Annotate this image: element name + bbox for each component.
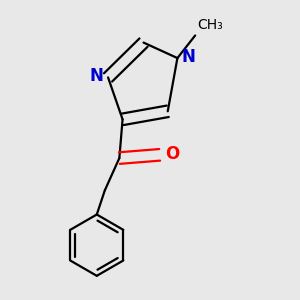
Text: CH₃: CH₃ (198, 18, 224, 32)
Text: O: O (165, 145, 179, 163)
Text: N: N (182, 48, 196, 66)
Text: N: N (90, 67, 104, 85)
